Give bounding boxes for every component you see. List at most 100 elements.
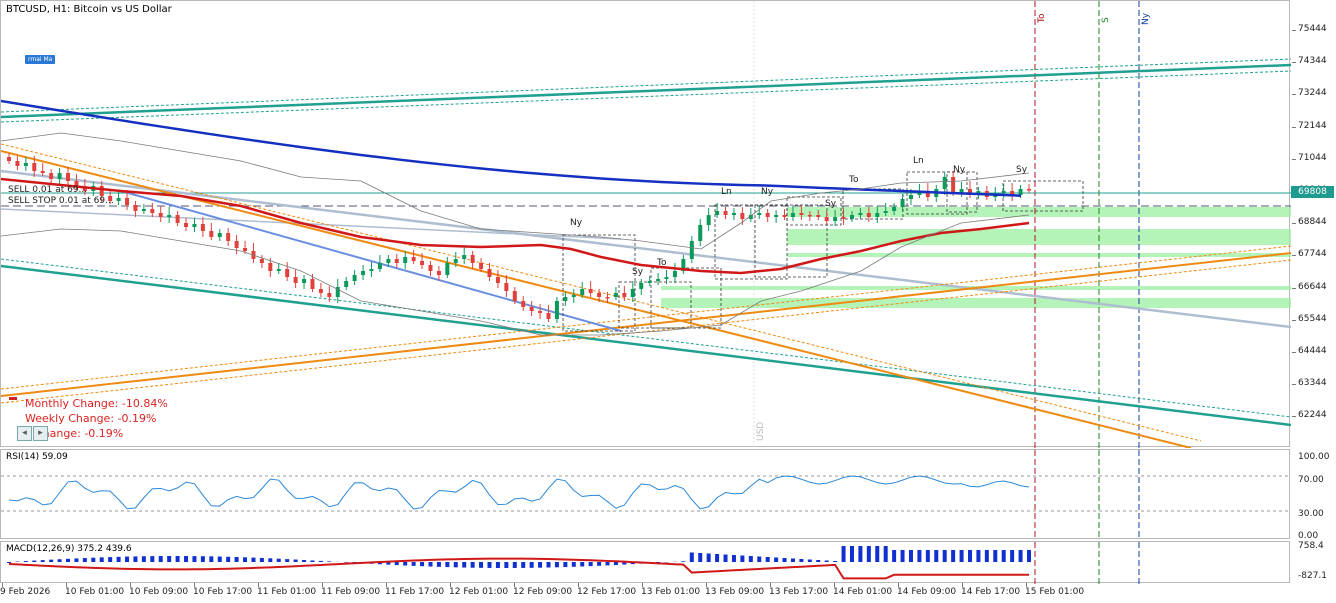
time-tick — [514, 583, 515, 587]
macd-histogram-bar — [310, 560, 315, 562]
candle-body — [757, 213, 762, 215]
candle-body — [125, 198, 130, 205]
indicator-button[interactable]: rmai Ma — [25, 55, 56, 64]
macd-histogram-bar — [563, 562, 568, 568]
session-box — [562, 234, 636, 332]
macd-histogram-bar — [698, 553, 703, 562]
macd-histogram-bar — [892, 550, 897, 562]
price-tick-label: 73244 — [1298, 88, 1327, 99]
macd-histogram-bar — [268, 558, 273, 562]
time-axis[interactable]: 9 Feb 2026 10 Feb 01:00 10 Feb 09:00 10 Feb… — [0, 583, 1292, 603]
macd-histogram-bar — [32, 560, 37, 562]
candle-body — [900, 199, 905, 207]
macd-histogram-bar — [1018, 550, 1023, 562]
demand-zone — [787, 229, 1291, 245]
macd-histogram-bar — [453, 562, 458, 568]
candle-body — [538, 311, 543, 313]
session-box — [650, 267, 722, 329]
macd-histogram-bar — [327, 561, 332, 562]
macd-histogram-bar — [394, 562, 399, 566]
macd-histogram-bar — [529, 562, 534, 568]
ema-line — [1, 177, 1030, 275]
candle-body — [512, 291, 517, 301]
time-tick-label: 11 Feb 01:00 — [257, 587, 317, 597]
candle-body — [976, 191, 981, 193]
session-label: Ln — [721, 187, 732, 197]
macd-histogram-bar — [799, 559, 804, 562]
scroll-right-button[interactable]: ▸ — [33, 426, 48, 441]
macd-histogram-bar — [116, 556, 121, 562]
price-chart-canvas[interactable] — [1, 1, 1291, 448]
macd-histogram-bar — [175, 556, 180, 562]
time-tick — [194, 583, 195, 587]
candle-body — [420, 261, 425, 265]
macd-histogram-bar — [259, 557, 264, 562]
macd-pane[interactable]: MACD(12,26,9) 375.2 439.6 — [0, 541, 1290, 584]
time-tick — [450, 583, 451, 587]
macd-histogram-bar — [858, 546, 863, 562]
time-tick — [706, 583, 707, 587]
candle-body — [226, 233, 231, 241]
candle-body — [167, 215, 172, 217]
macd-histogram-bar — [141, 556, 146, 562]
time-tick — [770, 583, 771, 587]
candle-body — [335, 287, 340, 297]
sell-stop-order-label[interactable]: SELL STOP 0.01 at 69... — [8, 196, 114, 206]
candle-body — [209, 231, 214, 237]
time-tick-label: 10 Feb 09:00 — [129, 587, 189, 597]
main-chart-pane[interactable]: BTCUSD, H1: Bitcoin vs US Dollar rmai Ma… — [0, 0, 1291, 448]
time-tick-label: 15 Feb 01:00 — [1025, 587, 1085, 597]
macd-histogram-bar — [875, 546, 880, 562]
macd-histogram-bar — [158, 556, 163, 562]
macd-histogram-bar — [99, 557, 104, 562]
macd-histogram-bar — [849, 546, 854, 562]
candle-body — [504, 283, 509, 291]
macd-histogram-bar — [150, 556, 155, 562]
time-tick-label: 13 Feb 01:00 — [641, 587, 701, 597]
scroll-left-button[interactable]: ◂ — [17, 426, 32, 441]
macd-histogram-bar — [234, 557, 239, 562]
bollinger-upper — [1, 132, 1030, 250]
macd-histogram-bar — [546, 562, 551, 568]
macd-histogram-bar — [1027, 550, 1031, 562]
candle-body — [521, 301, 526, 307]
macd-histogram-bar — [816, 560, 821, 562]
candle-body — [293, 277, 298, 283]
price-tick — [1292, 416, 1296, 418]
rsi-pane[interactable]: RSI(14) 59.09 — [0, 449, 1291, 540]
time-tick — [130, 583, 131, 587]
session-label: Ny — [761, 187, 774, 197]
candle-body — [790, 213, 795, 217]
macd-histogram-bar — [209, 556, 214, 562]
candle-body — [824, 217, 829, 221]
demand-zone — [787, 207, 1291, 217]
time-tick-label: 11 Feb 09:00 — [321, 587, 381, 597]
rsi-canvas — [1, 450, 1291, 540]
price-axis[interactable]: 7544474344732447214471044699446884467744… — [1292, 0, 1336, 447]
price-tick-label: 75444 — [1298, 24, 1327, 34]
candle-body — [470, 255, 475, 263]
macd-histogram-bar — [976, 550, 981, 562]
candle-body — [108, 196, 113, 201]
candle-body — [318, 289, 323, 293]
candle-body — [487, 269, 492, 277]
candle-body — [925, 191, 930, 197]
candle-body — [141, 209, 146, 211]
time-tick — [66, 583, 67, 587]
macd-histogram-bar — [462, 562, 467, 568]
rsi-label: RSI(14) 59.09 — [6, 452, 68, 462]
candle-body — [192, 224, 197, 227]
candle-body — [672, 271, 677, 277]
sell-order-label[interactable]: SELL 0.01 at 69... — [8, 185, 88, 195]
macd-histogram-bar — [959, 550, 964, 562]
lower-channel-line — [1, 264, 1291, 427]
rsi-tick-label: 100.00 — [1298, 452, 1330, 462]
macd-histogram-bar — [984, 550, 989, 562]
candle-body — [268, 263, 273, 271]
candle-body — [285, 269, 290, 277]
session-label: To — [657, 258, 667, 268]
candle-body — [849, 215, 854, 219]
candle-body — [858, 213, 863, 215]
time-tick — [258, 583, 259, 587]
price-tick — [1292, 30, 1296, 31]
